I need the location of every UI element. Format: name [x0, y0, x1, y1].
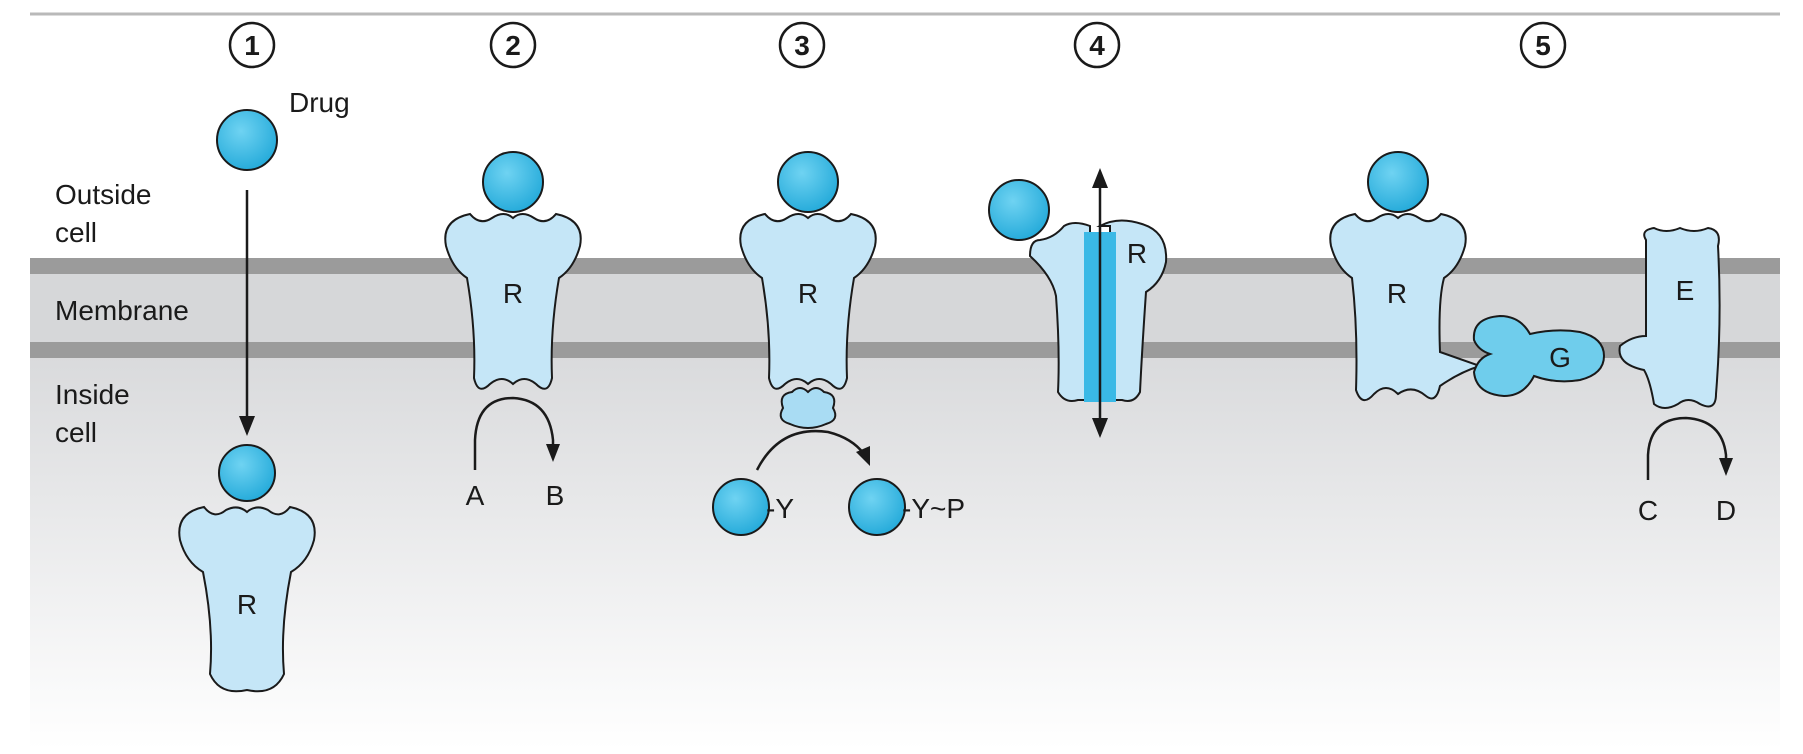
enzyme-receptor — [444, 212, 582, 390]
kinase-domain — [779, 387, 837, 429]
arrowhead-down-icon — [1092, 418, 1108, 438]
e-label: E — [1676, 275, 1695, 306]
receptor — [739, 212, 877, 390]
receptor-label: R — [1387, 278, 1407, 309]
inside-label-line2: cell — [55, 417, 98, 448]
receptor-label: R — [503, 278, 523, 309]
channel-right-subunit — [1096, 219, 1168, 402]
substrate-protein — [712, 478, 770, 536]
channel-left-subunit — [1028, 222, 1091, 402]
step-marker-2: 2 — [489, 21, 537, 69]
mechanism-3: R -Y -Y~P — [712, 151, 965, 536]
drug-label: Drug — [289, 87, 350, 118]
arrowhead-icon — [546, 444, 560, 462]
step-marker-4: 4 — [1073, 21, 1121, 69]
drug-molecule — [988, 179, 1050, 241]
product-d-label: D — [1716, 495, 1736, 526]
arrowhead-icon — [856, 446, 870, 466]
inside-label-line1: Inside — [55, 379, 130, 410]
reaction-arrow — [473, 396, 555, 470]
membrane-inner-band — [30, 342, 1780, 358]
membrane-label: Membrane — [55, 295, 189, 326]
effector-enzyme — [1618, 226, 1721, 409]
phosphorylation-arrow — [755, 429, 865, 471]
y-label: -Y — [766, 493, 794, 524]
drug-molecule — [1367, 151, 1429, 213]
svg-text:5: 5 — [1535, 30, 1551, 61]
arrowhead-icon — [239, 416, 255, 436]
drug-molecule — [777, 151, 839, 213]
step-marker-3: 3 — [778, 21, 826, 69]
mechanism-5: R G E C D — [1329, 151, 1736, 526]
membrane-outer-band — [30, 258, 1780, 274]
g-label: G — [1549, 342, 1571, 373]
mechanism-4: R — [988, 168, 1168, 438]
svg-text:4: 4 — [1089, 30, 1105, 61]
intracellular-receptor — [178, 505, 316, 693]
receptor-label: R — [1127, 238, 1147, 269]
arrowhead-up-icon — [1092, 168, 1108, 188]
substrate-a-label: A — [466, 480, 485, 511]
y-p-label: -Y~P — [902, 493, 965, 524]
drug-molecule-bound — [218, 444, 276, 502]
svg-text:1: 1 — [244, 30, 260, 61]
g-protein-coupled-receptor — [1329, 212, 1484, 401]
substrate-c-label: C — [1638, 495, 1658, 526]
outside-cell-label: Outside cell — [55, 176, 152, 252]
step-marker-5: 5 — [1519, 21, 1567, 69]
outside-label-line1: Outside — [55, 179, 152, 210]
outside-label-line2: cell — [55, 217, 98, 248]
receptor-label: R — [237, 589, 257, 620]
receptor-label: R — [798, 278, 818, 309]
reaction-arrow — [1646, 416, 1728, 480]
mechanism-1: Drug R — [178, 87, 350, 693]
step-marker-1: 1 — [228, 21, 276, 69]
inside-cell-label: Inside cell — [55, 376, 130, 452]
inside-cell-region — [30, 354, 1780, 749]
drug-molecule — [216, 109, 278, 171]
phosphorylated-protein — [848, 478, 906, 536]
drug-molecule — [482, 151, 544, 213]
svg-text:3: 3 — [794, 30, 810, 61]
mechanism-2: R A B — [444, 151, 582, 511]
g-protein — [1472, 314, 1606, 398]
product-b-label: B — [546, 480, 565, 511]
svg-text:2: 2 — [505, 30, 521, 61]
arrowhead-icon — [1719, 458, 1733, 476]
